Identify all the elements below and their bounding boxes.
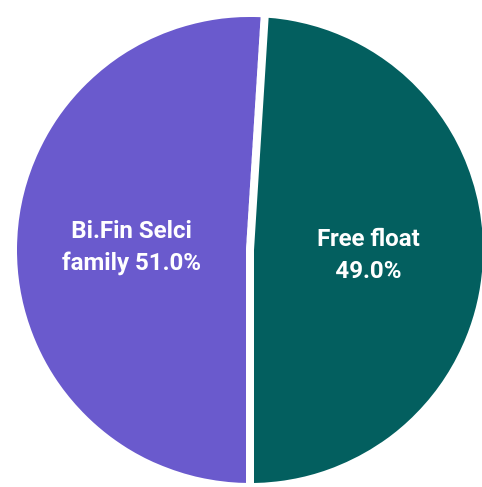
slice-value: 51.0% bbox=[135, 248, 202, 277]
slice-name: Bi.Fin Selci family bbox=[62, 216, 192, 277]
pie-slice bbox=[9, 9, 269, 487]
slice-value: 49.0% bbox=[335, 255, 402, 284]
slice-label-wrap: Bi.Fin Selci family 51.0% bbox=[42, 214, 222, 278]
slice-label-text: Free float 49.0% bbox=[273, 214, 463, 294]
slice-label: Free float 49.0% bbox=[273, 214, 463, 294]
pie-slice bbox=[246, 9, 482, 487]
slice-label-wrap: Free float 49.0% bbox=[293, 222, 443, 286]
slice-name: Free float bbox=[317, 223, 420, 252]
slice-label: Bi.Fin Selci family 51.0% bbox=[37, 206, 227, 286]
slice-label-text: Bi.Fin Selci family 51.0% bbox=[37, 206, 227, 286]
